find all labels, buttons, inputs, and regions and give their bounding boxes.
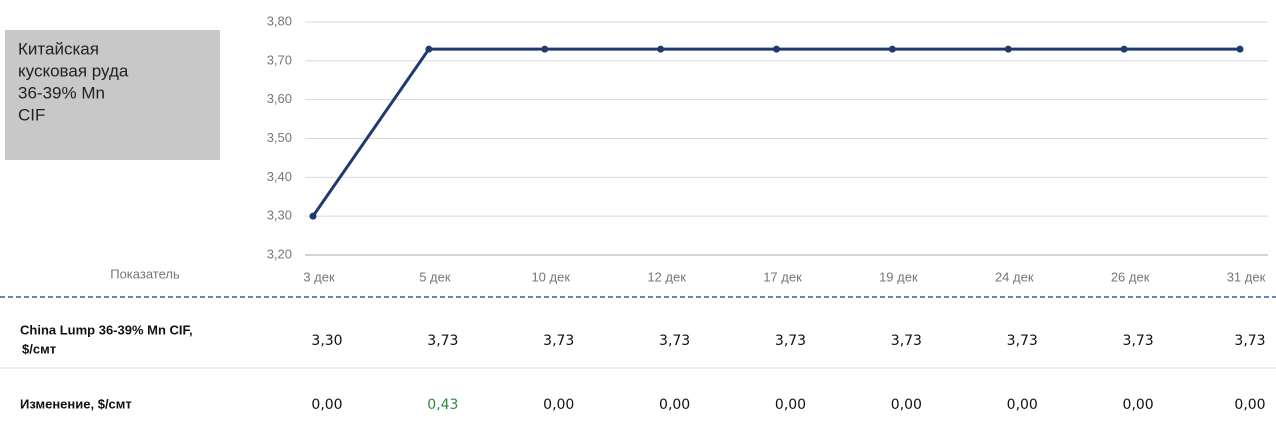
title-box xyxy=(5,30,220,160)
point xyxy=(1120,45,1128,53)
y-tick-label: 3,80 xyxy=(267,13,292,28)
table-cell: 3,30 xyxy=(311,333,342,349)
chart-title: Китайская xyxy=(18,39,99,58)
x-tick-label: 10 дек xyxy=(531,269,570,284)
table-cell: 0,00 xyxy=(1234,397,1265,413)
table-cell: 3,73 xyxy=(543,333,574,349)
table-cell: 0,00 xyxy=(659,397,690,413)
y-tick-label: 3,50 xyxy=(267,130,292,145)
x-tick-label: 24 дек xyxy=(995,269,1034,284)
y-tick-label: 3,40 xyxy=(267,169,292,184)
point xyxy=(1236,45,1244,53)
y-tick-label: 3,60 xyxy=(267,91,292,106)
table-cell: 0,00 xyxy=(891,397,922,413)
point xyxy=(773,45,780,53)
y-tick-label: 3,30 xyxy=(267,208,292,223)
point xyxy=(1004,45,1012,53)
x-tick-label: 5 дек xyxy=(419,269,451,284)
y-tick-label: 3,70 xyxy=(267,52,292,67)
table-cell: 3,73 xyxy=(1123,333,1154,349)
chart-title: 36-39% Mn xyxy=(18,83,105,102)
table-cell: 0,00 xyxy=(311,397,342,413)
x-tick-label: 3 дек xyxy=(303,269,335,284)
y-tick-label: 3,20 xyxy=(267,246,292,261)
table-cell: 0,43 xyxy=(427,397,458,413)
row-label: $/смт xyxy=(22,341,56,356)
point xyxy=(657,45,665,53)
table-cell: 3,73 xyxy=(659,333,690,349)
point xyxy=(888,45,896,53)
point xyxy=(309,212,317,220)
chart-title: CIF xyxy=(18,105,45,124)
table-header: Показатель xyxy=(110,266,180,281)
point xyxy=(541,45,549,53)
chart-title: кусковая руда xyxy=(18,61,129,80)
point xyxy=(425,45,433,53)
table-cell: 0,00 xyxy=(775,397,806,413)
table-cell: 0,00 xyxy=(1123,397,1154,413)
table-cell: 3,73 xyxy=(427,333,458,349)
row-label: China Lump 36-39% Mn CIF, xyxy=(20,322,193,337)
x-tick-label: 31 дек xyxy=(1227,269,1266,284)
table-cell: 3,73 xyxy=(891,333,922,349)
line xyxy=(311,47,1240,218)
x-tick-label: 17 дек xyxy=(763,269,802,284)
table-cell: 3,73 xyxy=(1234,333,1265,349)
table-cell: 3,73 xyxy=(1007,333,1038,349)
x-tick-label: 26 дек xyxy=(1111,269,1150,284)
row-label: Изменение, $/смт xyxy=(20,396,132,411)
x-tick-label: 19 дек xyxy=(879,269,918,284)
table-cell: 0,00 xyxy=(543,397,574,413)
table-cell: 0,00 xyxy=(1007,397,1038,413)
x-tick-label: 12 дек xyxy=(647,269,686,284)
table-cell: 3,73 xyxy=(775,333,806,349)
